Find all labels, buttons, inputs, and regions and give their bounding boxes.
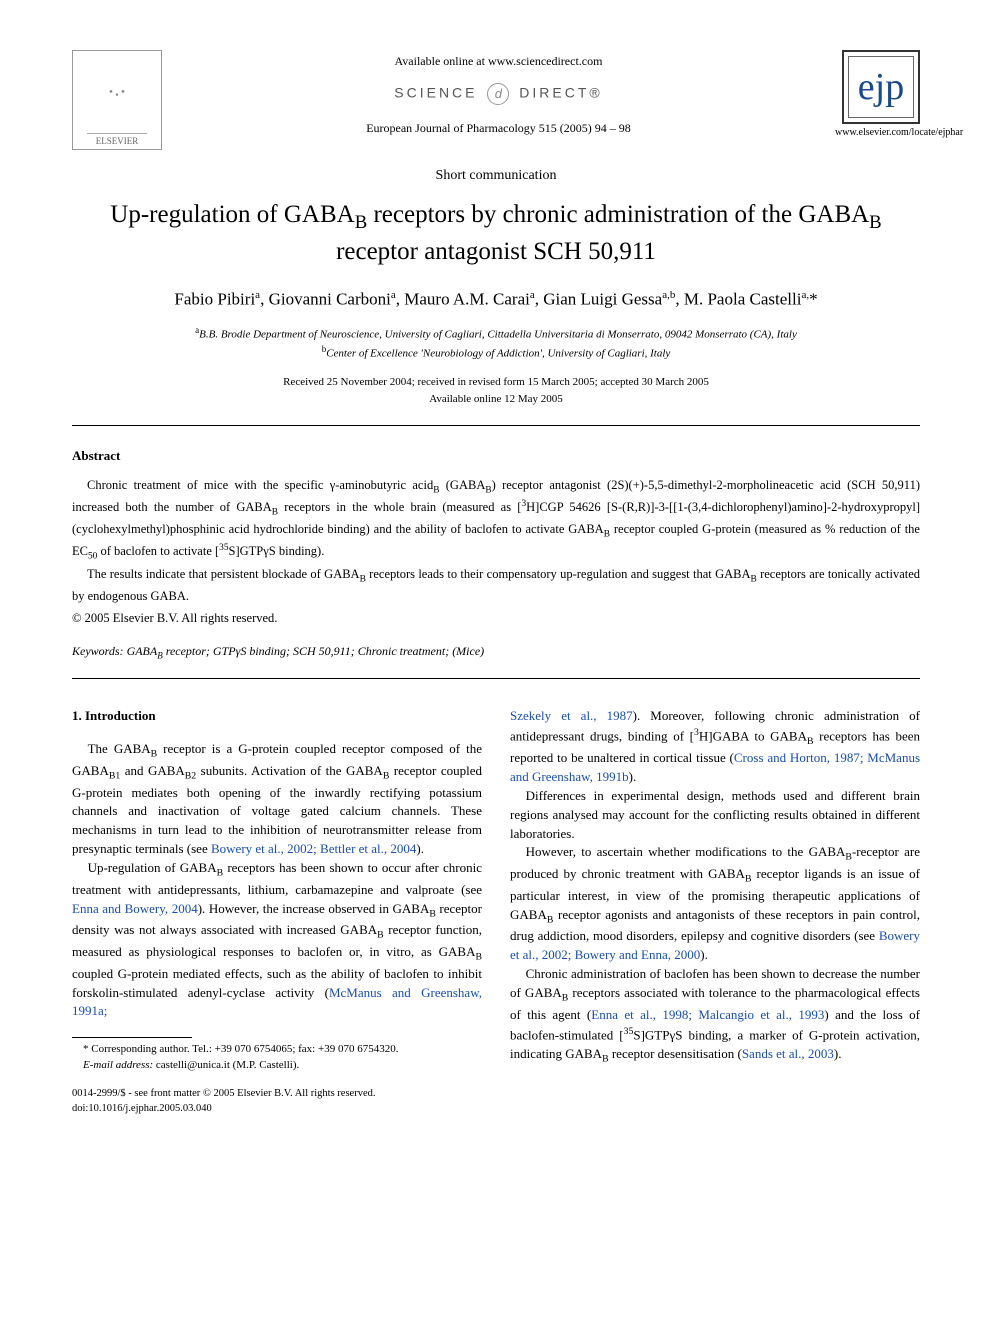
ref-enna-1998[interactable]: Enna et al., 1998; Malcangio et al., 199… (591, 1007, 824, 1022)
footnote-separator (72, 1037, 192, 1038)
elsevier-tree-icon (87, 69, 147, 134)
affiliation-b: bCenter of Excellence 'Neurobiology of A… (72, 343, 920, 362)
rule-bottom (72, 678, 920, 679)
received-date: Received 25 November 2004; received in r… (72, 374, 920, 391)
page-header: ELSEVIER Available online at www.science… (72, 50, 920, 150)
corresponding-author: * Corresponding author. Tel.: +39 070 67… (72, 1042, 482, 1057)
rule-top (72, 425, 920, 426)
right-column: Szekely et al., 1987). Moreover, followi… (510, 707, 920, 1116)
elsevier-logo: ELSEVIER (72, 50, 162, 150)
ref-sands-2003[interactable]: Sands et al., 2003 (742, 1046, 834, 1061)
abstract-p1: Chronic treatment of mice with the speci… (72, 476, 920, 565)
elsevier-label: ELSEVIER (96, 136, 139, 146)
sd-left: SCIENCE (394, 85, 477, 101)
abstract-heading: Abstract (72, 448, 920, 464)
ref-enna-2004[interactable]: Enna and Bowery, 2004 (72, 901, 198, 916)
intro-p2: Up-regulation of GABAB receptors has bee… (72, 859, 482, 1021)
doi-line: doi:10.1016/j.ejphar.2005.03.040 (72, 1102, 482, 1117)
sd-right: DIRECT® (519, 85, 602, 101)
affiliation-a: aB.B. Brodie Department of Neuroscience,… (72, 324, 920, 343)
email-address: castelli@unica.it (M.P. Castelli). (153, 1059, 299, 1071)
ref-bowery-2002[interactable]: Bowery et al., 2002; Bettler et al., 200… (211, 841, 416, 856)
abstract-p2: The results indicate that persistent blo… (72, 565, 920, 605)
center-header: Available online at www.sciencedirect.co… (162, 50, 835, 136)
left-column: 1. Introduction The GABAB receptor is a … (72, 707, 482, 1116)
journal-reference: European Journal of Pharmacology 515 (20… (162, 121, 835, 136)
ejp-logo-block: ejp www.elsevier.com/locate/ejphar (835, 50, 920, 138)
copyright-line: © 2005 Elsevier B.V. All rights reserved… (72, 611, 920, 626)
ejp-logo-icon: ejp (842, 50, 920, 124)
available-date: Available online 12 May 2005 (72, 391, 920, 408)
intro-p4: However, to ascertain whether modificati… (510, 843, 920, 965)
abstract-text: Chronic treatment of mice with the speci… (72, 476, 920, 605)
available-online-text: Available online at www.sciencedirect.co… (162, 54, 835, 69)
intro-p2-cont: Szekely et al., 1987). Moreover, followi… (510, 707, 920, 787)
footer-meta: 0014-2999/$ - see front matter © 2005 El… (72, 1087, 482, 1116)
article-dates: Received 25 November 2004; received in r… (72, 374, 920, 407)
affiliations: aB.B. Brodie Department of Neuroscience,… (72, 324, 920, 362)
keywords-text: GABAB receptor; GTPγS binding; SCH 50,91… (124, 644, 485, 658)
science-direct-logo: SCIENCE d DIRECT® (162, 83, 835, 105)
email-label: E-mail address: (83, 1059, 153, 1071)
section-1-heading: 1. Introduction (72, 707, 482, 726)
authors-line: Fabio Pibiria, Giovanni Carbonia, Mauro … (72, 289, 920, 310)
ref-szekely-1987[interactable]: Szekely et al., 1987 (510, 708, 633, 723)
sciencedirect-icon: d (487, 83, 509, 105)
article-title: Up-regulation of GABAB receptors by chro… (92, 198, 900, 269)
document-type: Short communication (72, 168, 920, 184)
front-matter-line: 0014-2999/$ - see front matter © 2005 El… (72, 1087, 482, 1102)
abstract-block: Abstract Chronic treatment of mice with … (72, 448, 920, 626)
intro-p5: Chronic administration of baclofen has b… (510, 965, 920, 1066)
intro-p1: The GABAB receptor is a G-protein couple… (72, 740, 482, 859)
email-line: E-mail address: castelli@unica.it (M.P. … (72, 1058, 482, 1073)
body-columns: 1. Introduction The GABAB receptor is a … (72, 707, 920, 1116)
keywords-label: Keywords: (72, 644, 124, 658)
footnotes: * Corresponding author. Tel.: +39 070 67… (72, 1042, 482, 1073)
keywords-line: Keywords: GABAB receptor; GTPγS binding;… (72, 644, 920, 660)
intro-p3: Differences in experimental design, meth… (510, 787, 920, 844)
journal-url: www.elsevier.com/locate/ejphar (835, 127, 920, 138)
